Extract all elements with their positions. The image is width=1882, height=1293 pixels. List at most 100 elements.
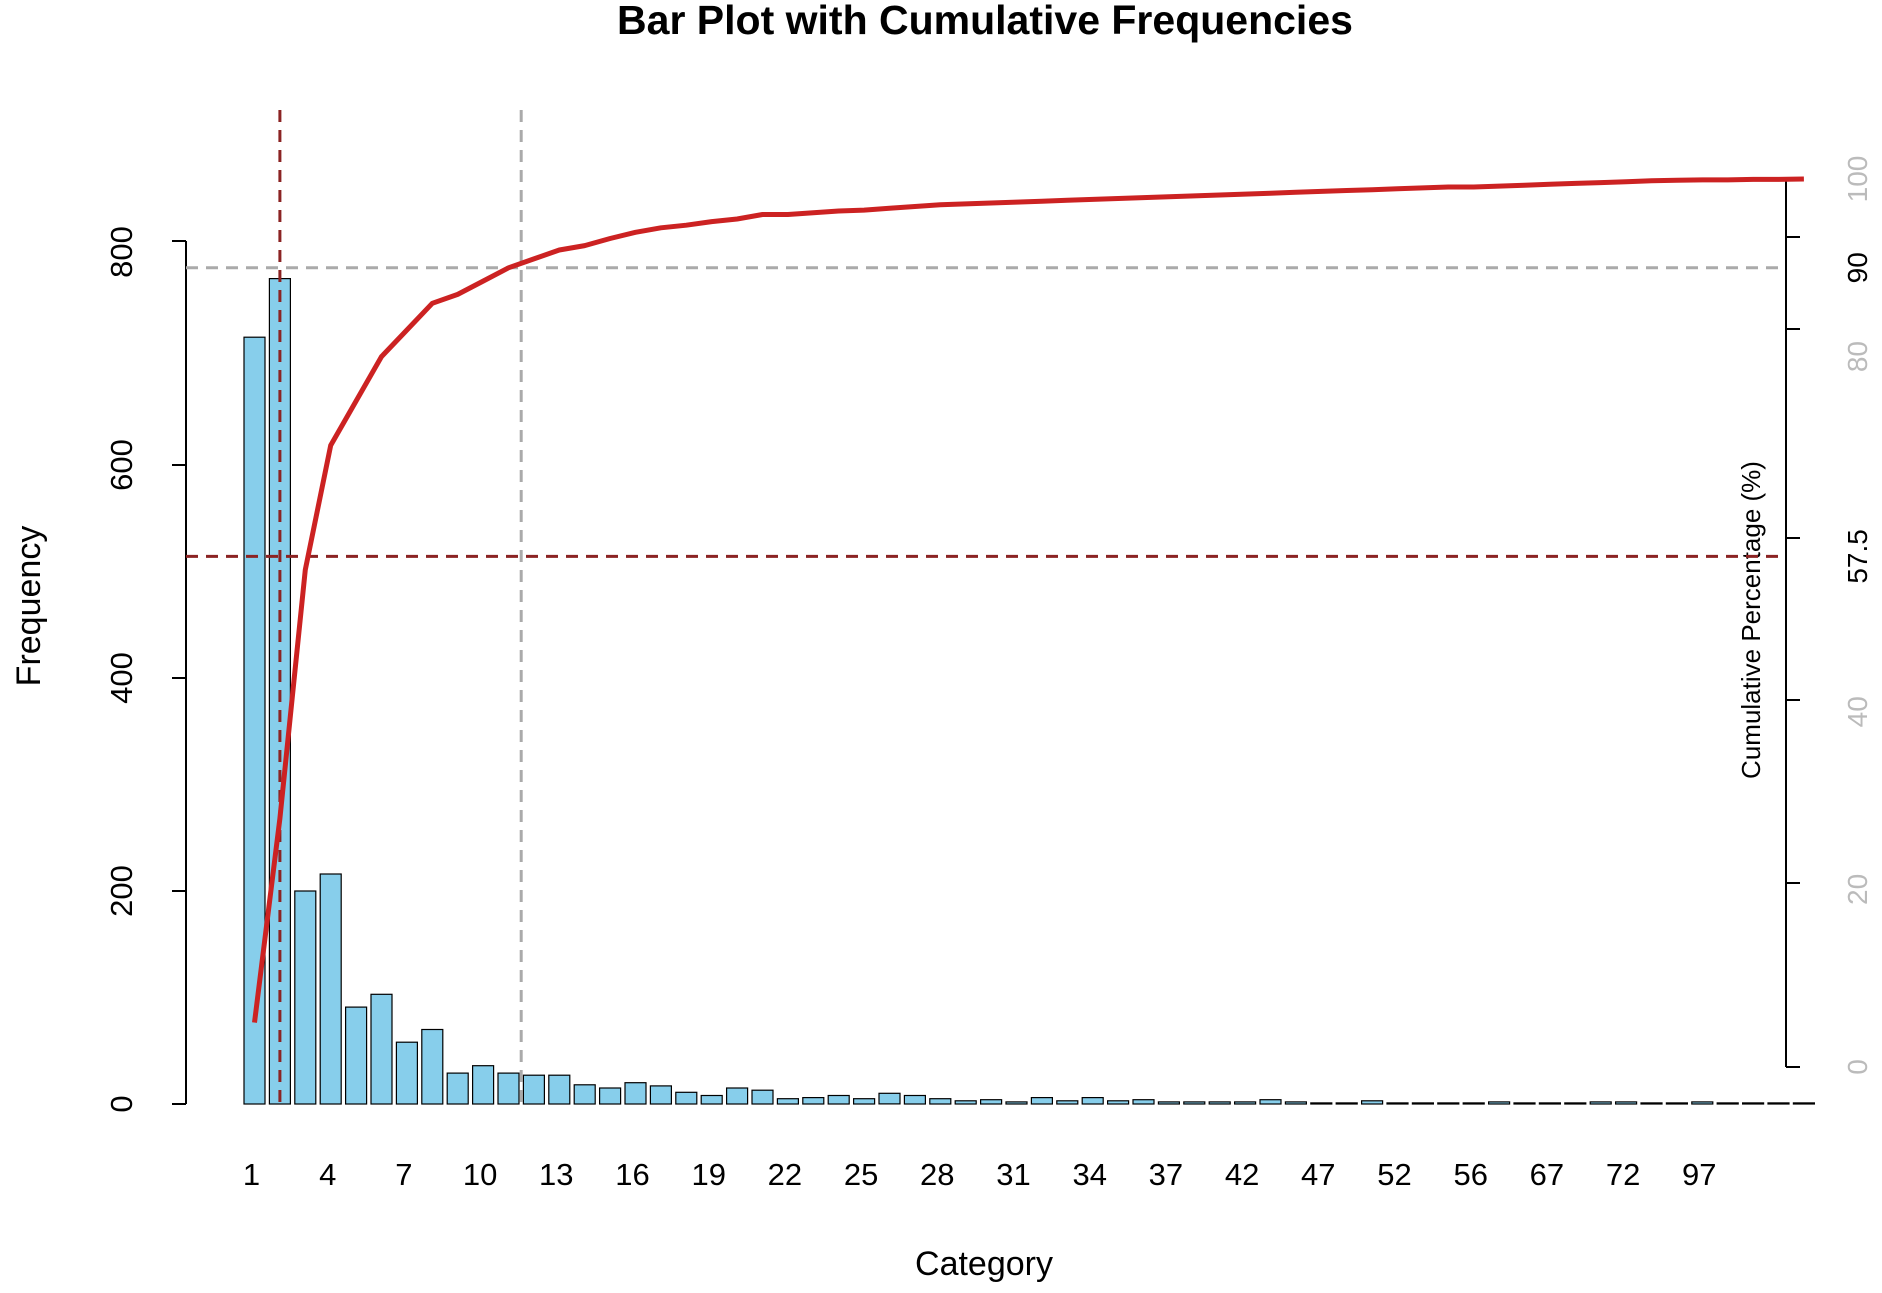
bar (598, 1087, 622, 1105)
bar (827, 1094, 850, 1105)
cumulative-line (252, 176, 1804, 1023)
right-axis (1785, 178, 1800, 1068)
y-tick-label: 200 (104, 865, 139, 917)
bar (1030, 1096, 1054, 1105)
bar (319, 873, 342, 1105)
x-axis-title: Category (915, 1245, 1053, 1283)
bar (878, 1092, 901, 1105)
x-tick-label: 56 (1453, 1157, 1487, 1192)
bar (548, 1074, 571, 1105)
bar (1081, 1096, 1104, 1105)
x-tick-label: 10 (463, 1157, 497, 1192)
bars (243, 278, 1816, 1105)
y2-axis-title: Cumulative Percentage (%) (1736, 461, 1766, 779)
bar (573, 1084, 596, 1105)
x-tick-label: 52 (1377, 1157, 1411, 1192)
x-tick-label: 47 (1301, 1157, 1335, 1192)
x-tick-label: 34 (1072, 1157, 1106, 1192)
bar (1284, 1101, 1308, 1105)
bar (725, 1087, 749, 1105)
bar (954, 1100, 977, 1105)
bar (1310, 1102, 1333, 1105)
x-tick-label: 97 (1682, 1157, 1716, 1192)
bar (1233, 1101, 1257, 1105)
bar (1183, 1101, 1206, 1105)
bar (1005, 1101, 1028, 1105)
y2-tick-label: 20 (1842, 874, 1873, 905)
bar (624, 1082, 647, 1105)
bar (1640, 1102, 1663, 1105)
cumulative-line-layer (252, 176, 1804, 1023)
y2-tick-label: 100 (1842, 156, 1873, 203)
bar (1208, 1101, 1231, 1105)
bar (1767, 1102, 1790, 1105)
left-axis: 0 200 400 600 800 (104, 226, 187, 1113)
y-axis-title: Frequency (10, 526, 48, 687)
bar (1487, 1101, 1511, 1105)
bar (294, 890, 317, 1105)
bar (1386, 1102, 1409, 1105)
bar (649, 1085, 673, 1105)
bar (345, 1006, 368, 1105)
x-tick-label: 7 (395, 1157, 412, 1192)
x-tick-label: 25 (844, 1157, 878, 1192)
right-tick-labels: 0 20 40 57.5 80 90 100 (1842, 156, 1873, 1075)
y2-tick-label: 40 (1842, 696, 1873, 727)
bar (979, 1099, 1003, 1105)
bar (675, 1091, 698, 1105)
bar (1665, 1102, 1689, 1105)
bar (421, 1028, 444, 1105)
x-tick-label: 13 (539, 1157, 573, 1192)
bar (1589, 1101, 1612, 1105)
bar (751, 1089, 774, 1105)
y2-tick-label: 57.5 (1842, 529, 1873, 584)
bar (903, 1094, 927, 1105)
y-tick-label: 600 (104, 439, 139, 491)
x-tick-label: 72 (1606, 1157, 1640, 1192)
chart-title: Bar Plot with Cumulative Frequencies (617, 0, 1353, 43)
bar (1259, 1099, 1282, 1105)
y2-tick-label: 80 (1842, 341, 1873, 372)
bar (497, 1072, 520, 1105)
bar (1437, 1102, 1460, 1105)
y-tick-label: 800 (104, 226, 139, 278)
bar (1513, 1102, 1536, 1105)
x-tick-label: 1 (243, 1157, 260, 1192)
bar (370, 993, 393, 1105)
bar (1538, 1102, 1562, 1105)
x-tick-label: 22 (768, 1157, 802, 1192)
bar (776, 1098, 800, 1105)
bar (1691, 1101, 1714, 1105)
bar (522, 1074, 546, 1105)
y2-tick-label: 90 (1842, 252, 1873, 283)
x-tick-label: 28 (920, 1157, 954, 1192)
bar (1056, 1100, 1079, 1105)
x-tick-label: 31 (996, 1157, 1030, 1192)
x-tick-label: 67 (1530, 1157, 1564, 1192)
bar (700, 1094, 723, 1105)
bar (1716, 1102, 1739, 1105)
bar (1792, 1102, 1816, 1105)
y2-tick-label: 0 (1842, 1059, 1873, 1075)
bar (1462, 1102, 1485, 1105)
x-tick-labels: 1 4 7 10 13 16 19 22 25 28 31 34 37 42 47 52 56 67 72 97 (243, 1157, 1717, 1192)
bar (852, 1098, 876, 1105)
bar (1411, 1102, 1435, 1105)
bar (1106, 1100, 1130, 1105)
bar (395, 1041, 418, 1105)
y-tick-label: 0 (104, 1095, 139, 1112)
bar (472, 1065, 495, 1105)
x-tick-label: 19 (691, 1157, 725, 1192)
bar (1157, 1101, 1181, 1105)
x-tick-label: 16 (615, 1157, 649, 1192)
x-tick-label: 42 (1225, 1157, 1259, 1192)
bar (446, 1072, 469, 1105)
bar (1335, 1102, 1358, 1105)
bar (929, 1098, 952, 1105)
bar (1614, 1101, 1638, 1105)
bar (1564, 1102, 1587, 1105)
bar (802, 1096, 825, 1105)
x-tick-label: 37 (1149, 1157, 1183, 1192)
bar (1741, 1102, 1765, 1105)
